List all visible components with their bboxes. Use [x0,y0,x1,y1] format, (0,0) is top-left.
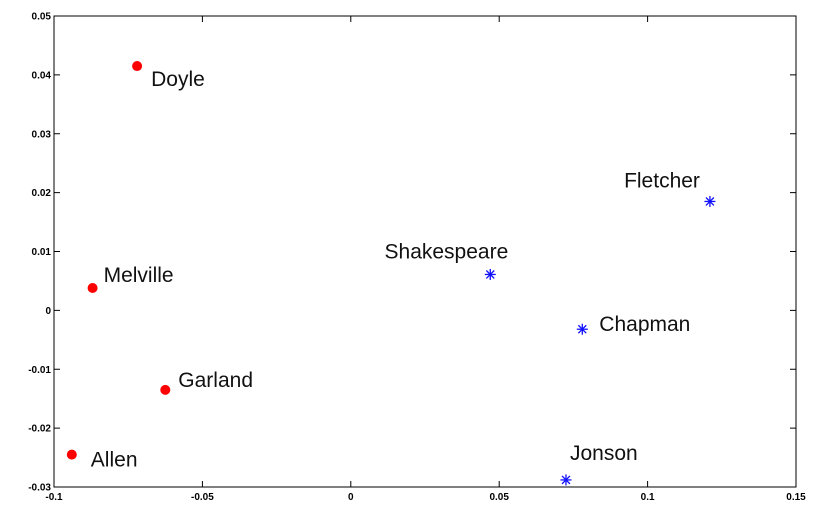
data-point-shakespeare [484,268,496,280]
x-tick-label: 0 [348,492,354,503]
y-tick-label: -0.03 [28,483,51,494]
point-label-jonson: Jonson [570,442,638,465]
plot-axes: -0.1 -0.05 0 0.05 0.1 0.15 -0.03 -0.02 -0.01 0 0.0… [28,12,806,504]
data-point-jonson [560,474,572,486]
asterisk-stroke [705,197,715,206]
point-label-fletcher: Fletcher [624,169,700,192]
point-label-shakespeare: Shakespeare [385,240,509,263]
x-tick-label: -0.1 [45,492,63,503]
point-label-allen: Allen [91,449,138,472]
point-label-chapman: Chapman [599,313,690,336]
data-point-chapman [576,323,588,335]
point-label-melville: Melville [104,264,174,287]
x-tick-label: -0.05 [191,492,214,503]
asterisk-stroke [485,270,495,279]
plot-marks: Doyle Melville Garland Allen Fletcher Shakesp… [66,61,716,486]
x-tick-label: 0.05 [489,492,509,503]
point-label-garland: Garland [178,369,253,392]
y-tick-label: 0.03 [32,129,52,140]
y-tick-label: -0.01 [28,365,51,376]
x-tick-label: 0.15 [786,492,806,503]
data-point-allen [66,449,77,460]
y-tick-label: 0.04 [32,70,52,81]
asterisk-stroke [577,324,587,334]
asterisk-stroke [561,475,571,485]
y-tick-label: 0.02 [32,188,52,199]
y-tick-label: -0.02 [28,424,51,435]
x-tick-label: 0.1 [641,492,655,503]
data-point-fletcher [704,195,716,207]
y-tick-label: 0.05 [32,12,52,23]
data-point-garland [160,384,171,395]
y-tick-label: 0 [45,306,51,317]
point-label-doyle: Doyle [151,68,205,91]
data-point-doyle [132,61,143,72]
data-point-melville [87,283,98,294]
y-tick-label: 0.01 [32,247,52,258]
